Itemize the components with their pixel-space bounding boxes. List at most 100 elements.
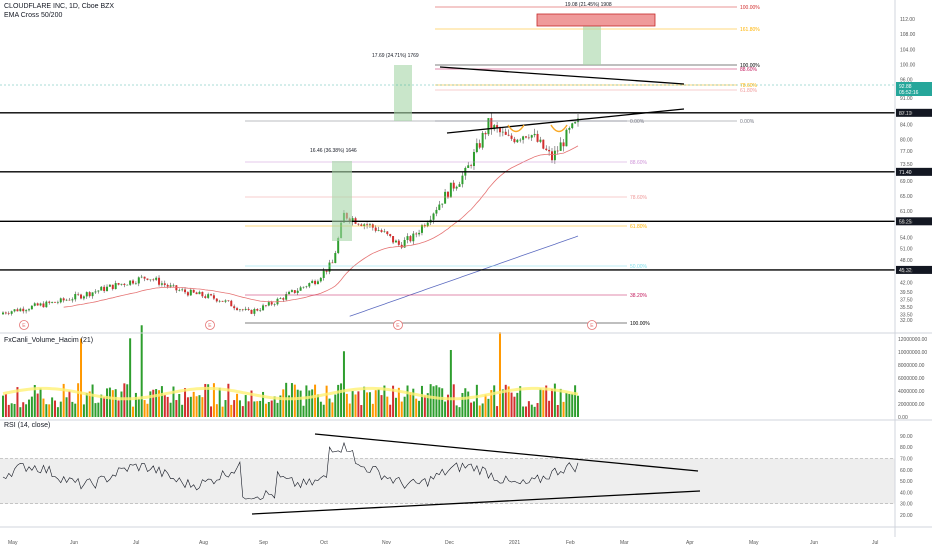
candle-body (215, 298, 218, 302)
earnings-marker-label: E (208, 323, 212, 329)
volume-bar (426, 393, 429, 417)
volume-bar (236, 393, 239, 417)
rsi-band (0, 458, 895, 504)
candle-body (39, 303, 42, 306)
candle-body (111, 284, 114, 290)
candle-body (446, 191, 449, 198)
candle-body (316, 281, 319, 285)
fib-lower-label: 0.00% (630, 119, 645, 125)
candle-body (449, 182, 452, 198)
earnings-marker (205, 320, 215, 330)
volume-bar (100, 394, 103, 417)
volume-bar (311, 389, 314, 417)
candle-body (562, 142, 565, 147)
volume-bar (65, 397, 68, 417)
volume-bar (571, 393, 574, 417)
candle-body (441, 203, 444, 205)
candle-body (568, 128, 571, 130)
candle-body (472, 151, 475, 166)
candle-body (510, 135, 513, 139)
candle-body (221, 300, 224, 302)
candle-body (253, 309, 256, 314)
candle-body (13, 309, 16, 312)
volume-bar (256, 401, 259, 417)
rsi-tick-label: 30.00 (900, 502, 913, 508)
candle-body (45, 301, 48, 308)
volume-bar (496, 406, 499, 417)
volume-bar (247, 401, 250, 417)
candle-body (360, 224, 363, 227)
key-level-label: 87.10 (899, 111, 912, 117)
key-level-label: 45.32 (899, 268, 912, 274)
volume-bar (559, 388, 562, 417)
candle-body (470, 165, 473, 166)
volume-bar (455, 405, 458, 417)
volume-bar (97, 402, 100, 417)
volume-bar (475, 384, 478, 417)
candle-body (137, 277, 140, 284)
volume-bar (155, 389, 158, 417)
volume-bar (504, 384, 507, 417)
volume-bar (545, 385, 548, 417)
price-tick-label: 91.00 (900, 96, 913, 102)
candle-body (132, 280, 135, 284)
volume-bar (282, 389, 285, 417)
earnings-marker (393, 320, 403, 330)
volume-bar (2, 395, 4, 417)
price-tick-label: 80.00 (900, 138, 913, 144)
volume-bar (302, 405, 305, 417)
volume-bar (432, 386, 435, 417)
volume-bar (132, 406, 135, 417)
bottom-marker (507, 124, 525, 133)
candle-body (54, 301, 57, 303)
price-panel[interactable]: 87.1071.4058.2545.320.00%88.60%78.60%61.… (0, 2, 932, 330)
volume-bar (507, 386, 510, 417)
volume-bar (441, 388, 444, 417)
candle-body (262, 305, 265, 311)
earnings-marker-label: E (396, 323, 400, 329)
volume-bar (394, 397, 397, 417)
volume-bar (397, 387, 400, 417)
price-tick-label: 69.00 (900, 179, 913, 185)
volume-bar (299, 390, 302, 417)
volume-bar (169, 402, 172, 417)
candle-body (33, 303, 36, 306)
candle-body (478, 143, 481, 148)
volume-bar (137, 398, 140, 417)
volume-bar (158, 390, 161, 417)
volume-bar (403, 396, 406, 417)
volume-bar (33, 384, 36, 417)
candle-body (163, 283, 166, 285)
candle-body (574, 122, 577, 124)
volume-bar (195, 396, 198, 417)
volume-bar (438, 387, 441, 417)
fib-lower-label: 88.60% (630, 160, 648, 166)
current-price-tag (896, 82, 932, 96)
fib-upper-label: 100.00% (740, 63, 760, 69)
candle-body (172, 285, 175, 286)
candle-body (236, 308, 239, 311)
volume-bar (259, 400, 262, 417)
candle-body (279, 298, 282, 299)
candle-body (392, 236, 395, 243)
volume-bar (420, 385, 423, 417)
candle-body (270, 302, 273, 305)
volume-bar (392, 385, 395, 417)
candle-body (296, 290, 299, 293)
volume-bar (241, 406, 244, 417)
candle-body (444, 191, 447, 204)
candle-body (337, 237, 340, 253)
candle-body (94, 291, 97, 293)
candle-body (524, 136, 527, 138)
volume-bar (184, 388, 187, 417)
volume-bar (238, 400, 241, 417)
volume-bar (140, 325, 143, 417)
volume-tick-label: 4000000.00 (898, 389, 925, 395)
candle-body (30, 305, 33, 310)
candle-body (241, 309, 244, 311)
candle-body (319, 277, 322, 282)
volume-bar (120, 391, 123, 417)
volume-bar (146, 403, 149, 417)
